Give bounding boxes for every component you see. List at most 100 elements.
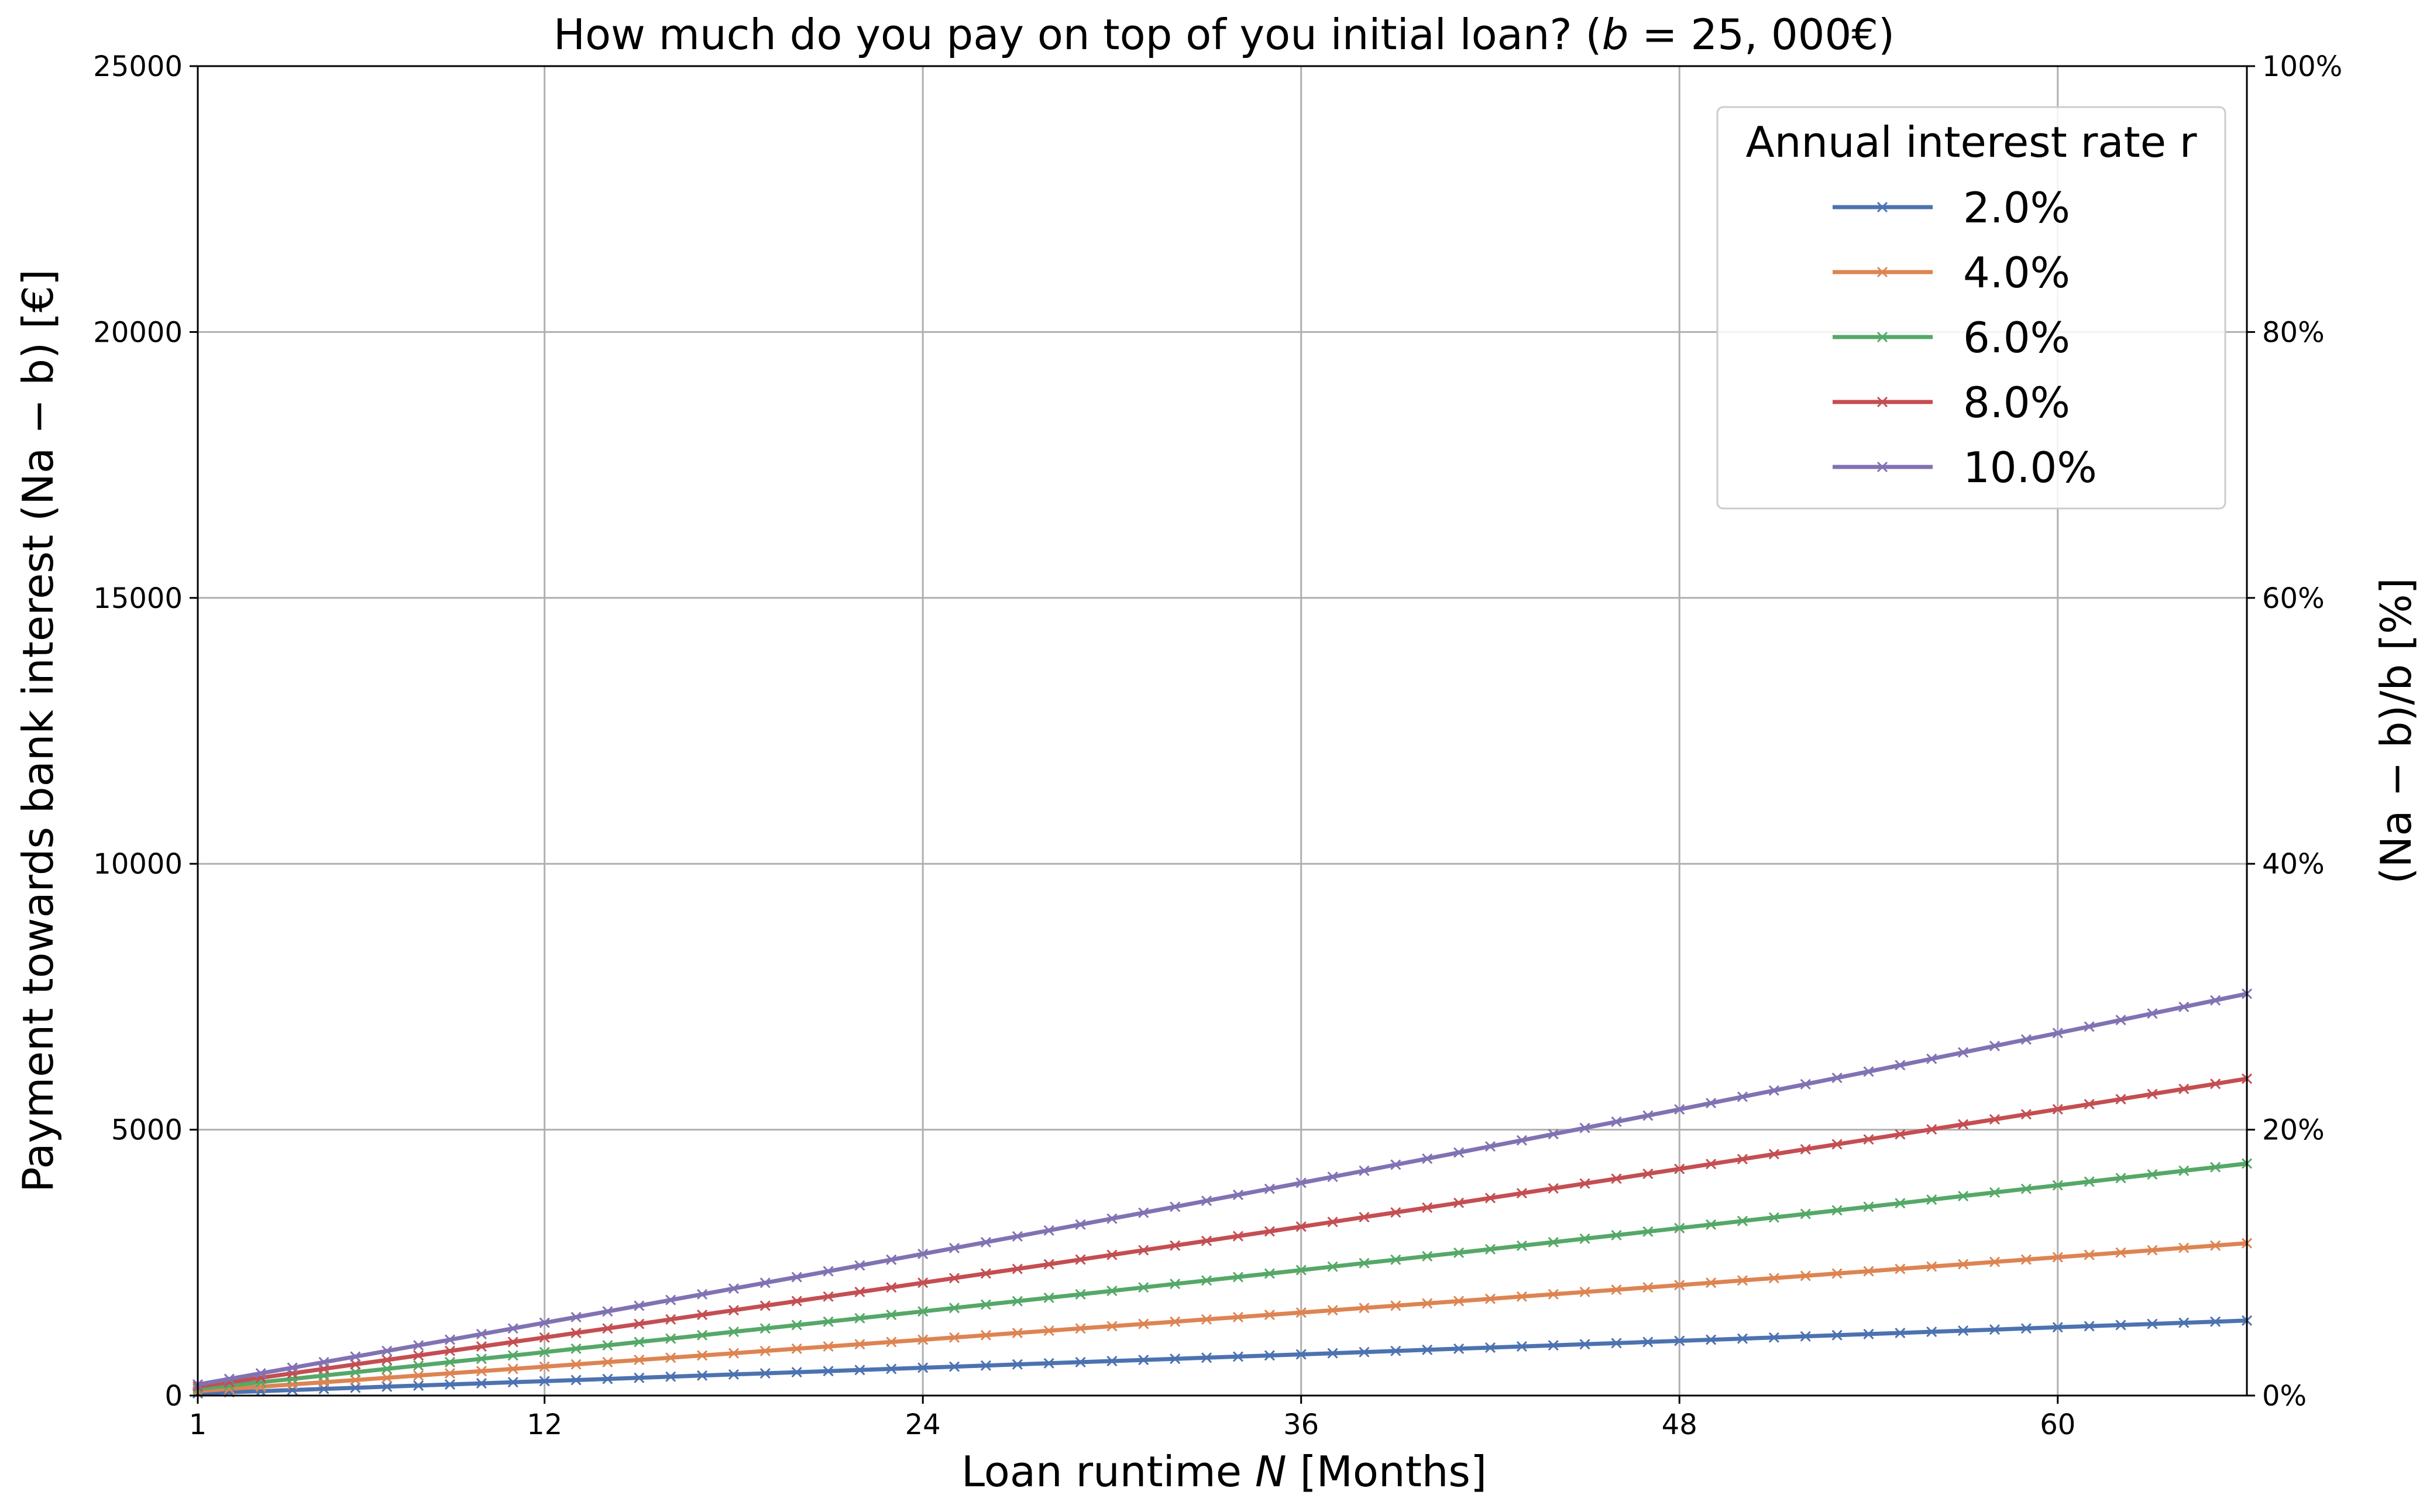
data-point-marker (1359, 1212, 1370, 1223)
data-point-marker (382, 1345, 393, 1356)
data-point-marker (2020, 1323, 2032, 1334)
data-point-marker (1106, 1355, 1118, 1367)
data-point-marker (1390, 1159, 1401, 1170)
data-point-marker (570, 1343, 582, 1354)
x-tick-label: 12 (527, 1408, 562, 1441)
data-point-marker (1295, 1349, 1307, 1360)
data-point-marker (1958, 1190, 1969, 1202)
y2-tick-label: 60% (2262, 582, 2325, 615)
data-point-marker (1611, 1116, 1622, 1128)
legend-label: 2.0% (1963, 183, 2070, 232)
data-point-marker (1642, 1226, 1654, 1237)
series-layer (192, 988, 2253, 1399)
data-point-marker (1926, 1123, 1937, 1135)
y-tick-label: 0 (164, 1380, 183, 1413)
data-point-marker (1012, 1231, 1023, 1242)
data-point-marker (1138, 1355, 1149, 1366)
data-point-marker (507, 1377, 518, 1388)
data-point-marker (1295, 1221, 1307, 1232)
data-point-marker (2020, 1254, 2032, 1265)
data-point-marker (570, 1374, 582, 1386)
data-point-marker (1516, 1188, 1527, 1199)
data-point-marker (759, 1300, 771, 1311)
data-point-marker (1863, 1266, 1874, 1277)
data-point-marker (1674, 1104, 1685, 1115)
data-point-marker (444, 1345, 456, 1356)
data-point-marker (2052, 1252, 2063, 1263)
data-point-marker (1295, 1177, 1307, 1188)
data-point-marker (1264, 1309, 1275, 1321)
data-point-marker (728, 1326, 739, 1338)
data-point-marker (1390, 1300, 1401, 1311)
data-point-marker (1737, 1153, 1748, 1165)
data-point-marker (2115, 1319, 2126, 1331)
data-point-marker (1075, 1219, 1086, 1230)
data-point-marker (980, 1299, 991, 1310)
data-point-marker (507, 1323, 518, 1334)
series-group (192, 988, 2253, 1390)
data-point-marker (980, 1268, 991, 1279)
data-point-marker (1138, 1245, 1149, 1256)
data-point-marker (1012, 1359, 1023, 1370)
data-point-marker (728, 1305, 739, 1316)
data-point-marker (1453, 1295, 1465, 1307)
data-point-marker (1768, 1332, 1779, 1343)
y-tick-label: 25000 (93, 50, 183, 83)
data-point-marker (759, 1323, 771, 1334)
data-point-marker (2178, 1242, 2190, 1253)
data-point-marker (1453, 1147, 1465, 1158)
data-point-marker (1674, 1280, 1685, 1291)
data-point-marker (2084, 1099, 2095, 1110)
data-point-marker (886, 1282, 897, 1293)
data-point-marker (1043, 1325, 1054, 1336)
data-point-marker (791, 1343, 802, 1354)
data-point-marker (1768, 1149, 1779, 1160)
data-point-marker (382, 1363, 393, 1374)
data-point-marker (2178, 1165, 2190, 1176)
data-point-marker (1516, 1135, 1527, 1146)
data-point-marker (350, 1382, 361, 1393)
data-point-marker (476, 1378, 487, 1389)
data-point-marker (2115, 1015, 2126, 1026)
data-point-marker (570, 1327, 582, 1339)
data-point-marker (917, 1334, 929, 1345)
data-point-marker (350, 1351, 361, 1362)
data-point-marker (1768, 1212, 1779, 1223)
data-point-marker (2147, 1169, 2158, 1180)
data-point-marker (1958, 1259, 1969, 1270)
data-point-marker (2020, 1109, 2032, 1120)
data-point-marker (1043, 1259, 1054, 1270)
data-point-marker (1926, 1194, 1937, 1205)
legend-marker (1876, 331, 1888, 343)
series-group (192, 1238, 2253, 1397)
data-point-marker (948, 1242, 960, 1253)
data-point-marker (1012, 1295, 1023, 1307)
data-point-marker (917, 1277, 929, 1288)
data-point-marker (1075, 1254, 1086, 1265)
legend: Annual interest rate r 2.0% 4.0% 6.0% 8.0% 1… (1716, 106, 2226, 510)
data-point-marker (1359, 1303, 1370, 1314)
data-point-marker (854, 1286, 865, 1298)
data-point-marker (1138, 1318, 1149, 1329)
data-point-marker (539, 1361, 550, 1372)
data-point-marker (823, 1316, 834, 1327)
data-point-marker (1737, 1091, 1748, 1102)
data-point-marker (2052, 1180, 2063, 1191)
data-point-marker (570, 1311, 582, 1323)
data-point-marker (917, 1362, 929, 1373)
data-point-marker (1800, 1270, 1811, 1281)
data-point-marker (1484, 1342, 1496, 1353)
data-point-marker (1201, 1275, 1212, 1286)
data-point-marker (382, 1355, 393, 1366)
data-point-marker (1706, 1219, 1717, 1230)
legend-label: 4.0% (1963, 248, 2070, 297)
data-point-marker (1958, 1047, 1969, 1058)
data-point-marker (1170, 1201, 1181, 1212)
data-point-marker (1863, 1328, 1874, 1340)
data-point-marker (287, 1362, 298, 1373)
data-point-marker (2147, 1088, 2158, 1099)
data-point-marker (1831, 1139, 1843, 1150)
data-point-marker (1295, 1264, 1307, 1276)
data-point-marker (1232, 1272, 1244, 1283)
grid-lines (198, 66, 2247, 1396)
